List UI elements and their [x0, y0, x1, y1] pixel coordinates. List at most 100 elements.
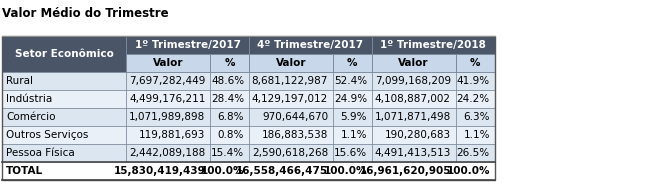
Text: 1,071,989,898: 1,071,989,898	[129, 112, 205, 122]
Bar	[210, 54, 249, 72]
Bar	[372, 126, 456, 144]
Bar	[249, 72, 333, 90]
Bar	[126, 108, 210, 126]
Bar	[456, 126, 495, 144]
Bar	[456, 54, 495, 72]
Bar	[249, 54, 333, 72]
Text: Valor: Valor	[276, 58, 306, 68]
Bar	[126, 90, 210, 108]
Bar	[2, 162, 126, 180]
Bar	[126, 72, 210, 90]
Text: %: %	[224, 58, 235, 68]
Text: 15,830,419,439: 15,830,419,439	[113, 166, 205, 176]
Bar	[249, 54, 333, 72]
Bar	[210, 126, 249, 144]
Bar	[333, 90, 372, 108]
Bar	[333, 54, 372, 72]
Bar	[2, 108, 126, 126]
Bar	[249, 108, 333, 126]
Text: 7,099,168,209: 7,099,168,209	[375, 76, 451, 86]
Bar	[456, 90, 495, 108]
Text: 16,961,620,905: 16,961,620,905	[360, 166, 451, 176]
Text: 16,558,466,475: 16,558,466,475	[236, 166, 328, 176]
Bar	[126, 162, 210, 180]
Text: Rural: Rural	[6, 76, 33, 86]
Bar	[333, 72, 372, 90]
Text: %: %	[470, 58, 480, 68]
Bar	[126, 144, 210, 162]
Bar	[210, 144, 249, 162]
Bar	[2, 90, 126, 108]
Bar	[372, 72, 456, 90]
Bar	[126, 36, 249, 54]
Bar	[372, 72, 456, 90]
Bar	[249, 36, 372, 54]
Text: 4º Trimestre/2017: 4º Trimestre/2017	[257, 40, 364, 50]
Bar	[456, 162, 495, 180]
Bar	[456, 54, 495, 72]
Text: 15.4%: 15.4%	[211, 148, 244, 158]
Bar	[249, 144, 333, 162]
Bar	[210, 108, 249, 126]
Bar	[372, 36, 495, 54]
Text: 24.9%: 24.9%	[334, 94, 367, 104]
Bar	[333, 54, 372, 72]
Bar	[372, 108, 456, 126]
Text: 4,499,176,211: 4,499,176,211	[129, 94, 205, 104]
Text: 52.4%: 52.4%	[334, 76, 367, 86]
Text: 2,442,089,188: 2,442,089,188	[129, 148, 205, 158]
Bar	[249, 72, 333, 90]
Bar	[333, 72, 372, 90]
Text: 15.6%: 15.6%	[334, 148, 367, 158]
Bar	[210, 126, 249, 144]
Bar	[2, 144, 126, 162]
Bar	[210, 108, 249, 126]
Bar	[210, 162, 249, 180]
Bar	[249, 126, 333, 144]
Text: 7,697,282,449: 7,697,282,449	[129, 76, 205, 86]
Bar	[210, 144, 249, 162]
Text: Valor Médio do Trimestre: Valor Médio do Trimestre	[2, 7, 168, 20]
Bar	[2, 72, 126, 90]
Bar	[249, 108, 333, 126]
Text: 100.0%: 100.0%	[323, 166, 367, 176]
Text: 28.4%: 28.4%	[211, 94, 244, 104]
Bar	[2, 126, 126, 144]
Bar	[333, 108, 372, 126]
Text: Indústria: Indústria	[6, 94, 52, 104]
Bar	[333, 108, 372, 126]
Text: 24.2%: 24.2%	[457, 94, 490, 104]
Bar	[210, 54, 249, 72]
Bar	[249, 36, 372, 54]
Bar	[456, 144, 495, 162]
Bar	[333, 126, 372, 144]
Text: %: %	[347, 58, 358, 68]
Bar	[333, 144, 372, 162]
Bar	[372, 162, 456, 180]
Bar	[126, 144, 210, 162]
Bar	[249, 126, 333, 144]
Text: 6.8%: 6.8%	[218, 112, 244, 122]
Bar	[126, 72, 210, 90]
Bar	[2, 36, 126, 72]
Bar	[2, 72, 126, 90]
Text: 8,681,122,987: 8,681,122,987	[252, 76, 328, 86]
Bar	[333, 90, 372, 108]
Bar	[249, 144, 333, 162]
Bar	[249, 90, 333, 108]
Bar	[126, 108, 210, 126]
Bar	[456, 72, 495, 90]
Text: 1.1%: 1.1%	[464, 130, 490, 140]
Bar	[249, 90, 333, 108]
Bar	[126, 54, 210, 72]
Bar	[333, 162, 372, 180]
Bar	[456, 90, 495, 108]
Text: Setor Econômico: Setor Econômico	[15, 49, 113, 59]
Bar	[210, 90, 249, 108]
Bar	[456, 108, 495, 126]
Bar	[372, 126, 456, 144]
Bar	[372, 90, 456, 108]
Bar	[456, 144, 495, 162]
Bar	[2, 36, 126, 72]
Bar	[126, 36, 249, 54]
